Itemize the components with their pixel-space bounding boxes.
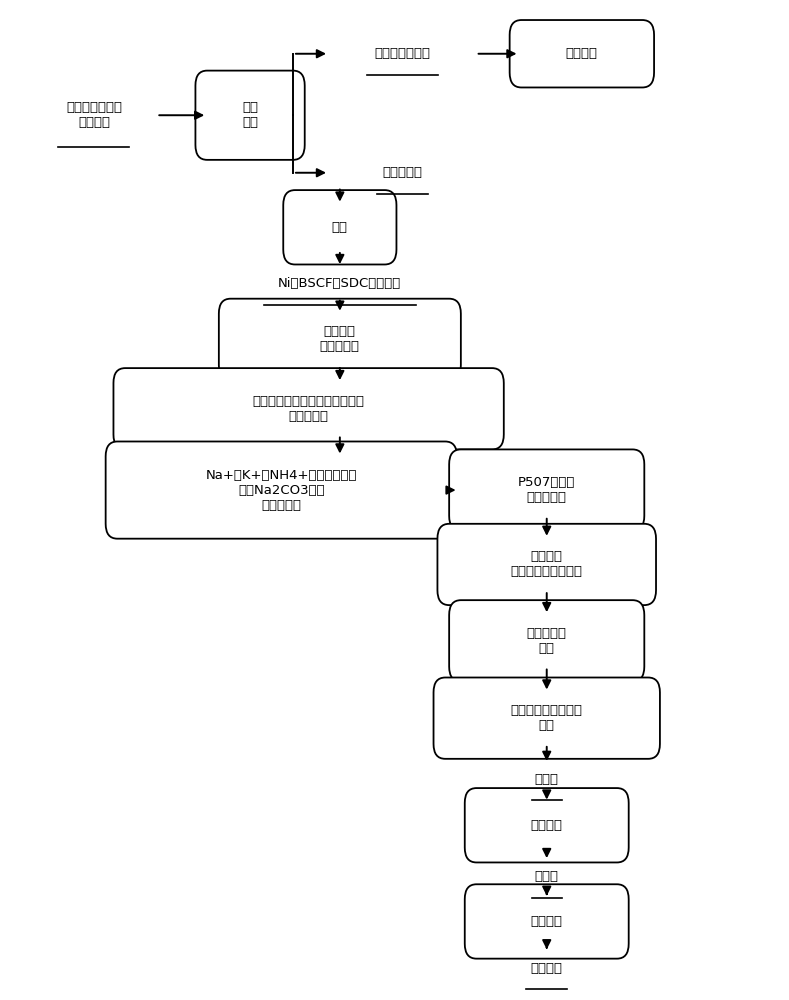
Text: Ni、BSCF、SDC混合粉末: Ni、BSCF、SDC混合粉末 [279,277,402,290]
Text: 去离子水洗涤至中性
过滤: 去离子水洗涤至中性 过滤 [510,704,583,732]
Text: 金属钴粉: 金属钴粉 [531,962,563,975]
FancyBboxPatch shape [510,20,654,87]
FancyBboxPatch shape [449,449,645,531]
FancyBboxPatch shape [465,884,629,959]
FancyBboxPatch shape [283,190,396,264]
Text: 拆解
分选: 拆解 分选 [242,101,258,129]
FancyBboxPatch shape [465,788,629,862]
Text: 硫酸溶液
反萃取、分离无机物: 硫酸溶液 反萃取、分离无机物 [510,550,583,578]
Text: 粉碎: 粉碎 [332,221,348,234]
FancyBboxPatch shape [106,441,457,539]
Text: 废旧固体氧化物
燃料电池: 废旧固体氧化物 燃料电池 [66,101,122,129]
Text: 高温煅烧: 高温煅烧 [531,819,563,832]
Text: 草酸钴: 草酸钴 [535,773,559,786]
FancyBboxPatch shape [114,368,504,449]
Text: 碱金属等价阳离子的硫酸盐溶液
冷却、过滤: 碱金属等价阳离子的硫酸盐溶液 冷却、过滤 [252,395,365,423]
Text: Na+、K+、NH4+的硫酸盐溶液
少量Na2CO3溶液
加热、过滤: Na+、K+、NH4+的硫酸盐溶液 少量Na2CO3溶液 加热、过滤 [206,469,357,512]
Text: P507萃取剂
分离有机物: P507萃取剂 分离有机物 [518,476,575,504]
Text: 单电池结构: 单电池结构 [383,166,422,179]
Text: 氧化钴: 氧化钴 [535,870,559,883]
FancyBboxPatch shape [433,678,660,759]
Text: 氢还原法: 氢还原法 [531,915,563,928]
FancyBboxPatch shape [449,600,645,681]
FancyBboxPatch shape [219,299,461,380]
FancyBboxPatch shape [196,71,305,160]
Text: 直接回收: 直接回收 [566,47,598,60]
Text: 塑料、金属外壳: 塑料、金属外壳 [374,47,430,60]
Text: 草酸铵溶液
过滤: 草酸铵溶液 过滤 [527,627,567,655]
FancyBboxPatch shape [437,524,656,605]
Text: 混酸溶液
酸浸、过滤: 混酸溶液 酸浸、过滤 [320,325,360,353]
